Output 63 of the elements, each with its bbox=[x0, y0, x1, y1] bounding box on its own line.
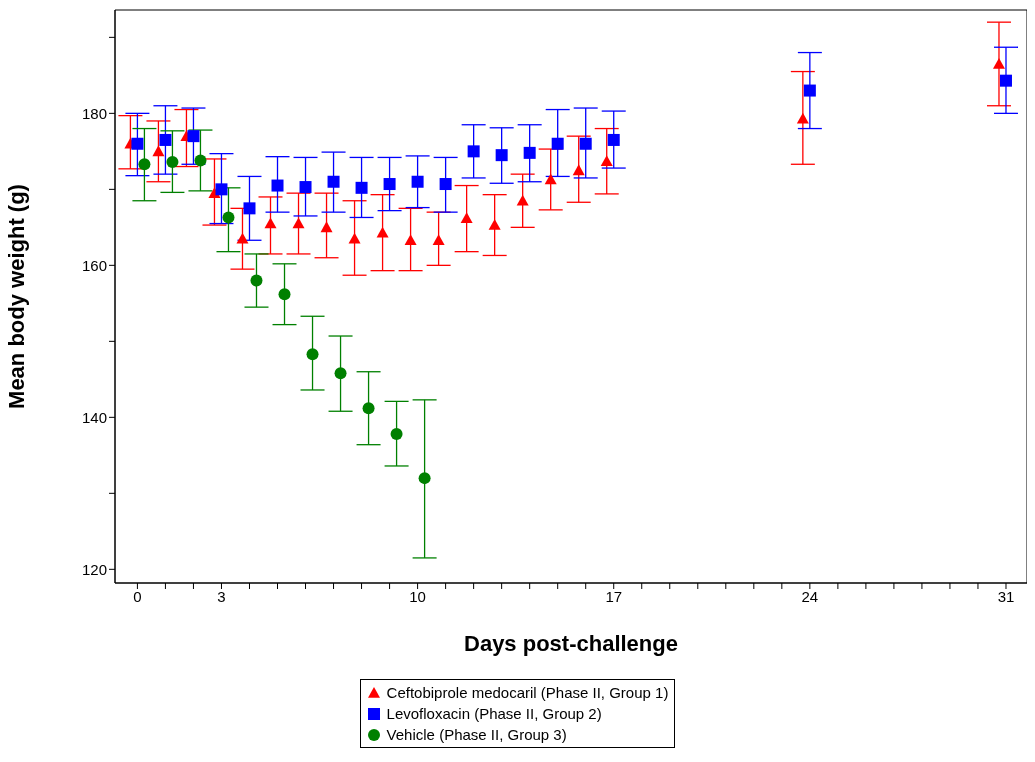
point bbox=[278, 288, 291, 301]
point bbox=[523, 146, 536, 159]
point bbox=[607, 133, 620, 146]
point bbox=[271, 179, 284, 192]
point bbox=[194, 154, 207, 167]
x-tick-label: 10 bbox=[409, 587, 426, 605]
y-tick-label: 140 bbox=[81, 408, 107, 426]
point bbox=[264, 217, 277, 229]
point bbox=[411, 175, 424, 188]
point bbox=[299, 181, 312, 194]
x-tick-label: 24 bbox=[801, 587, 819, 605]
x-tick-label: 17 bbox=[605, 587, 623, 605]
point bbox=[236, 232, 249, 244]
point bbox=[159, 133, 172, 146]
point bbox=[362, 402, 375, 415]
y-axis-title: Mean body weight (g) bbox=[3, 184, 29, 409]
point bbox=[138, 158, 151, 171]
point bbox=[432, 234, 445, 246]
point bbox=[551, 137, 564, 150]
x-tick-label: 3 bbox=[217, 587, 226, 605]
point bbox=[348, 232, 361, 244]
point bbox=[152, 145, 165, 157]
point bbox=[600, 155, 613, 167]
point bbox=[439, 178, 452, 191]
point bbox=[992, 57, 1005, 69]
x-tick-label: 0 bbox=[133, 587, 142, 605]
point bbox=[418, 472, 431, 485]
point bbox=[460, 212, 473, 224]
point bbox=[572, 164, 585, 176]
point bbox=[222, 211, 235, 224]
point bbox=[320, 221, 333, 233]
point bbox=[467, 145, 480, 158]
point bbox=[488, 219, 501, 230]
point bbox=[243, 202, 256, 215]
point bbox=[306, 348, 319, 361]
point bbox=[544, 173, 557, 185]
point bbox=[516, 194, 529, 206]
point bbox=[803, 84, 816, 97]
legend-label: Ceftobiprole medocaril (Phase II, Group 1) bbox=[386, 683, 669, 703]
y-tick-label: 180 bbox=[81, 104, 107, 122]
point bbox=[390, 428, 403, 441]
y-tick-label: 120 bbox=[81, 560, 107, 578]
y-tick-label: 160 bbox=[81, 256, 107, 274]
point bbox=[327, 175, 340, 188]
legend-label: Levofloxacin (Phase II, Group 2) bbox=[386, 704, 602, 724]
legend-label: Vehicle (Phase II, Group 3) bbox=[386, 725, 567, 745]
point bbox=[383, 178, 396, 191]
point bbox=[131, 137, 144, 150]
x-tick-label: 31 bbox=[997, 587, 1015, 605]
point bbox=[355, 181, 368, 194]
x-axis-title: Days post-challenge bbox=[464, 631, 678, 656]
point bbox=[796, 112, 809, 124]
point bbox=[292, 217, 305, 229]
point bbox=[250, 274, 263, 287]
point bbox=[404, 234, 417, 246]
point bbox=[495, 149, 508, 162]
point bbox=[187, 130, 200, 143]
point bbox=[376, 226, 389, 238]
point bbox=[334, 367, 347, 380]
point bbox=[999, 74, 1012, 87]
point bbox=[215, 183, 228, 196]
point bbox=[166, 155, 179, 168]
point bbox=[579, 137, 592, 150]
